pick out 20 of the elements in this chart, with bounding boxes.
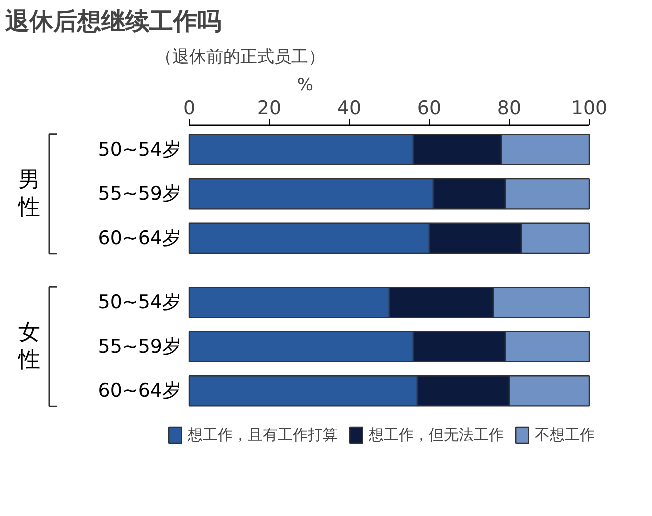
x-tick-label: 100 xyxy=(571,98,608,120)
y-tick-label: 55~59岁 xyxy=(98,336,182,358)
text: 女性 xyxy=(18,320,40,374)
y-tick-label: 55~59岁 xyxy=(98,183,182,206)
x-tick-label: 20 xyxy=(257,98,282,120)
legend-label: 不想工作 xyxy=(535,426,595,444)
y-tick-label: 50~54岁 xyxy=(98,138,182,161)
x-tick-label: 60 xyxy=(417,98,442,120)
legend-label: 想工作，且有工作打算 xyxy=(188,426,338,444)
x-axis-title: % xyxy=(297,76,314,96)
x-tick-label: 80 xyxy=(497,98,522,120)
legend-label: 想工作，但无法工作 xyxy=(369,426,504,444)
text: 男性 xyxy=(18,168,40,220)
chart-subtitle: （退休前的正式员工） xyxy=(156,48,326,68)
y-tick-label: 50~54岁 xyxy=(98,292,182,314)
x-tick-label: 40 xyxy=(337,98,362,120)
y-tick-label: 60~64岁 xyxy=(98,380,182,402)
y-tick-label: 60~64岁 xyxy=(98,227,182,250)
x-tick-label: 0 xyxy=(183,98,196,120)
chart-title: 退休后想继续工作吗 xyxy=(6,8,222,36)
